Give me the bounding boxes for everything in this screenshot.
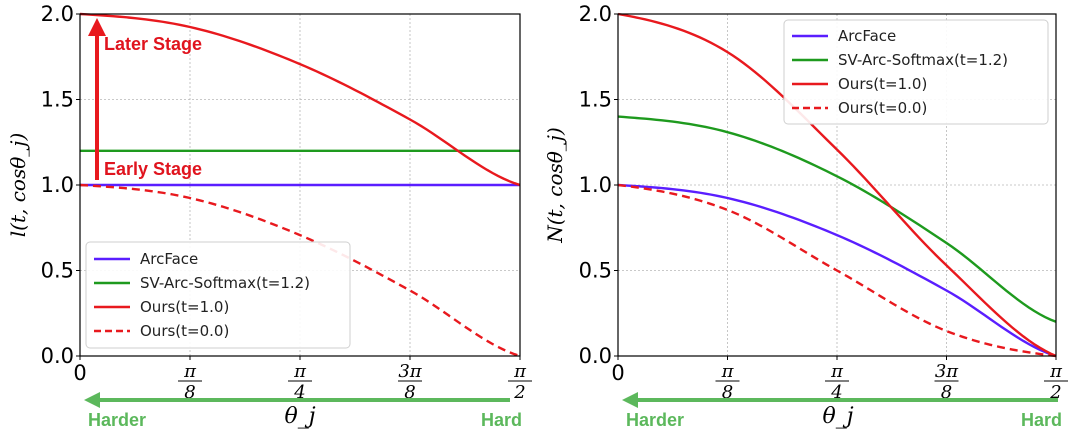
left-legend-label-arcface: ArcFace <box>140 250 198 268</box>
left-hard-label: Hard <box>481 410 522 430</box>
right-hard-label: Hard <box>1021 410 1062 430</box>
left-legend: ArcFace SV-Arc-Softmax(t=1.2) Ours(t=1.0… <box>85 241 351 349</box>
left-xtick-den-1: 8 <box>184 382 195 403</box>
right-legend-label-arcface: ArcFace <box>838 27 896 45</box>
right-ytick-label-1: 0.5 <box>579 259 612 283</box>
right-harder-label: Harder <box>626 410 684 430</box>
left-xtick-num-4: π <box>513 361 527 382</box>
later-stage-label: Later Stage <box>104 34 202 54</box>
left-ytick-label-1: 0.5 <box>41 259 74 283</box>
right-xtick-den-3: 8 <box>941 382 952 403</box>
stage-arrow-head <box>88 18 106 36</box>
left-xtick-den-2: 4 <box>293 382 305 403</box>
left-xtick-den-4: 2 <box>513 382 525 403</box>
right-series-2 <box>617 12 1057 358</box>
right-yticks: 0.0 0.5 1.0 1.5 2.0 <box>579 2 618 368</box>
left-yticks: 0.0 0.5 1.0 1.5 2.0 <box>41 2 80 368</box>
right-legend-box <box>783 19 1049 125</box>
left-xlabel: θ_j <box>284 404 315 429</box>
right-ytick-label-2: 1.0 <box>579 173 612 197</box>
right-xtick-den-2: 4 <box>830 382 842 403</box>
right-legend: ArcFace SV-Arc-Softmax(t=1.2) Ours(t=1.0… <box>783 19 1049 125</box>
left-legend-label-ours0: Ours(t=0.0) <box>140 322 229 340</box>
left-ylabel: l(t, cosθ_j) <box>6 133 30 238</box>
left-xtick-num-3: 3π <box>398 361 422 382</box>
left-ytick-label-3: 1.5 <box>41 88 74 112</box>
right-xtick-label-0: 0 <box>611 361 624 385</box>
right-series-1 <box>617 115 1057 323</box>
right-xtick-num-1: π <box>721 361 735 382</box>
left-xtick-num-2: π <box>293 361 307 382</box>
left-series <box>79 12 521 358</box>
left-series-3 <box>79 183 521 358</box>
right-xtick-num-2: π <box>830 361 844 382</box>
right-ylabel: N(t, cosθ_j) <box>543 127 567 244</box>
left-legend-label-ours1: Ours(t=1.0) <box>140 298 229 316</box>
left-harder-label: Harder <box>88 410 146 430</box>
right-ytick-label-4: 2.0 <box>579 2 612 26</box>
left-legend-box <box>85 241 351 349</box>
early-stage-label: Early Stage <box>104 159 202 179</box>
left-xtick-den-3: 8 <box>404 382 415 403</box>
right-xtick-den-1: 8 <box>722 382 733 403</box>
right-legend-label-ours0: Ours(t=0.0) <box>838 99 927 117</box>
right-xtick-num-4: π <box>1049 361 1063 382</box>
left-ytick-label-2: 1.0 <box>41 173 74 197</box>
left-legend-label-svarc: SV-Arc-Softmax(t=1.2) <box>140 274 310 292</box>
right-legend-label-svarc: SV-Arc-Softmax(t=1.2) <box>838 51 1008 69</box>
right-xlabel: θ_j <box>822 404 853 429</box>
left-ytick-label-0: 0.0 <box>41 344 74 368</box>
right-ytick-label-3: 1.5 <box>579 88 612 112</box>
left-xtick-label-0: 0 <box>73 361 86 385</box>
right-series-0 <box>617 183 1057 358</box>
right-xtick-num-3: 3π <box>935 361 959 382</box>
right-series <box>617 12 1057 358</box>
left-series-2 <box>79 12 521 187</box>
right-ytick-label-0: 0.0 <box>579 344 612 368</box>
right-legend-label-ours1: Ours(t=1.0) <box>838 75 927 93</box>
left-xtick-num-1: π <box>183 361 197 382</box>
right-xtick-den-4: 2 <box>1049 382 1061 403</box>
left-ytick-label-4: 2.0 <box>41 2 74 26</box>
right-series-3 <box>617 183 1057 358</box>
